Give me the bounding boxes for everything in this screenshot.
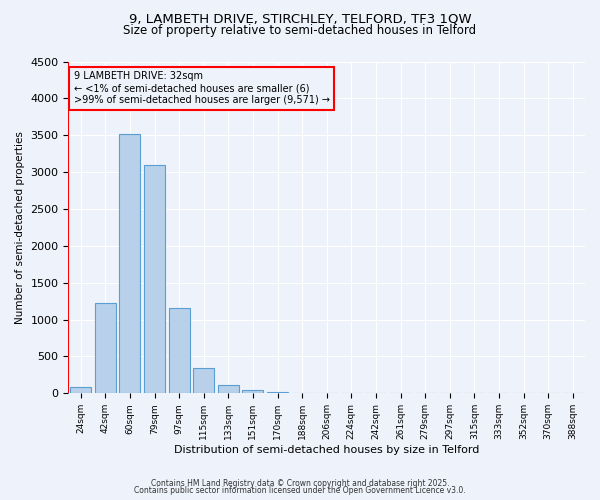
X-axis label: Distribution of semi-detached houses by size in Telford: Distribution of semi-detached houses by …: [174, 445, 479, 455]
Text: Contains HM Land Registry data © Crown copyright and database right 2025.: Contains HM Land Registry data © Crown c…: [151, 478, 449, 488]
Bar: [70, 388, 91, 394]
Y-axis label: Number of semi-detached properties: Number of semi-detached properties: [15, 131, 25, 324]
Bar: [193, 368, 214, 394]
Bar: [267, 392, 288, 394]
Text: 9 LAMBETH DRIVE: 32sqm
← <1% of semi-detached houses are smaller (6)
>99% of sem: 9 LAMBETH DRIVE: 32sqm ← <1% of semi-det…: [74, 72, 329, 104]
Bar: [119, 134, 140, 394]
Text: 9, LAMBETH DRIVE, STIRCHLEY, TELFORD, TF3 1QW: 9, LAMBETH DRIVE, STIRCHLEY, TELFORD, TF…: [128, 12, 472, 26]
Text: Contains public sector information licensed under the Open Government Licence v3: Contains public sector information licen…: [134, 486, 466, 495]
Bar: [218, 385, 239, 394]
Text: Size of property relative to semi-detached houses in Telford: Size of property relative to semi-detach…: [124, 24, 476, 37]
Bar: [144, 164, 165, 394]
Bar: [169, 308, 190, 394]
Bar: [242, 390, 263, 394]
Bar: [95, 304, 116, 394]
Bar: [292, 393, 313, 394]
